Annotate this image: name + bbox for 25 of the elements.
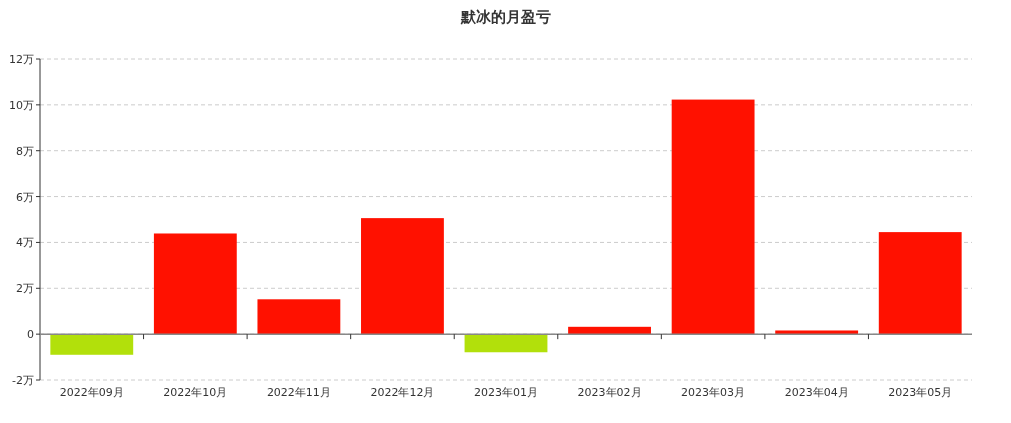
x-tick-label: 2022年12月 [370,386,435,399]
bar [50,334,134,355]
bar [671,99,755,335]
bar [464,334,548,353]
bar [257,299,341,335]
y-tick-label: 10万 [9,98,34,112]
y-tick-label: 4万 [16,236,34,250]
y-tick-label: 8万 [16,144,34,158]
x-tick-label: 2023年01月 [474,386,538,399]
y-tick-label: -2万 [12,374,34,387]
y-tick-label: 0 [27,328,34,342]
x-tick-label: 2022年09月 [59,386,124,399]
y-tick-label: 6万 [16,190,34,204]
x-tick-label: 2023年03月 [681,386,746,399]
x-tick-label: 2023年02月 [577,386,642,399]
x-tick-label: 2022年11月 [266,386,331,399]
bar [361,218,444,335]
x-tick-label: 2023年04月 [784,386,849,399]
bar [153,233,237,335]
x-tick-label: 2023年05月 [888,386,953,399]
bar [878,232,962,335]
y-tick-label: 12万 [9,53,34,66]
chart-title: 默冰的月盈亏 [459,8,551,26]
y-tick-label: 2万 [16,282,34,296]
x-tick-label: 2022年10月 [163,386,228,399]
